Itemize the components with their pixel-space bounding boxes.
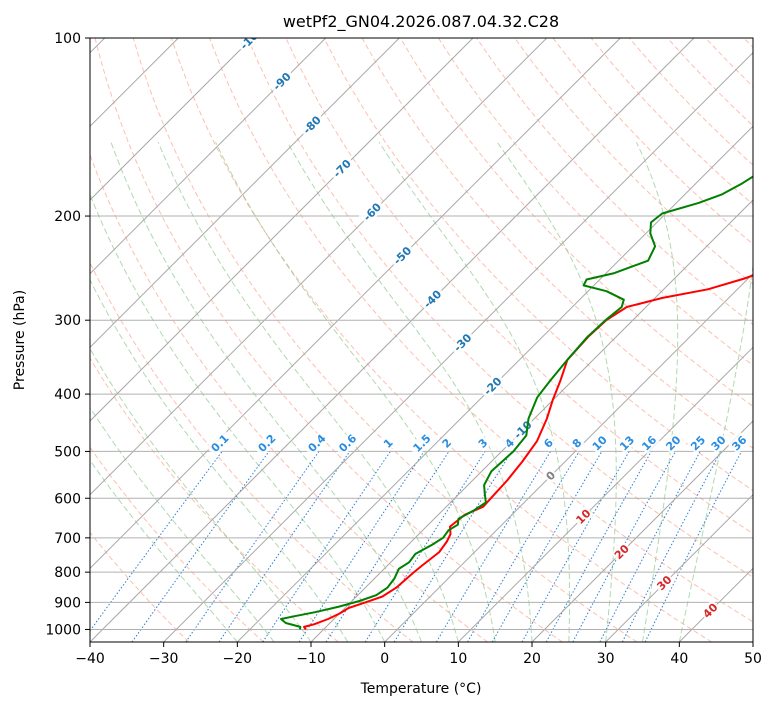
dewpoint-line bbox=[280, 175, 753, 630]
y-tick-label: 700 bbox=[54, 531, 81, 547]
temperature-line bbox=[303, 274, 753, 631]
skewed-isotherm bbox=[531, 420, 753, 642]
skewed-isotherm bbox=[90, 38, 253, 201]
mixing-ratio-line bbox=[521, 451, 630, 642]
skewed-isotherm bbox=[457, 346, 753, 642]
x-tick-label: 10 bbox=[449, 651, 467, 667]
y-tick-label: 800 bbox=[54, 565, 81, 581]
chart-title: wetPf2_GN04.2026.087.04.32.C28 bbox=[283, 12, 559, 32]
mixing-ratio-line bbox=[325, 451, 450, 642]
mixing-ratio-line bbox=[572, 451, 676, 642]
dry-adiabat bbox=[399, 38, 753, 408]
x-tick-label: 30 bbox=[597, 651, 615, 667]
mixing-ratio-line bbox=[435, 451, 552, 642]
x-tick-label: −10 bbox=[296, 651, 326, 667]
mixing-ratio-labels: 0.1 0.2 0.4 0.6 1 1.5 2 3 4 6 8 10 13 16 20 25 30 36 bbox=[206, 429, 751, 457]
mixing-ratio-line bbox=[599, 451, 701, 642]
skewed-isotherm bbox=[90, 38, 621, 570]
x-tick-label: 20 bbox=[523, 651, 541, 667]
skewed-isotherm bbox=[90, 38, 400, 349]
dry-adiabat bbox=[170, 38, 712, 642]
y-tick-label: 600 bbox=[54, 491, 81, 507]
mixing-ratio-line bbox=[298, 451, 425, 642]
dry-adiabat bbox=[94, 38, 563, 642]
x-tick-label: −20 bbox=[223, 651, 253, 667]
dry-adiabat bbox=[132, 38, 638, 642]
dry-adiabat bbox=[209, 38, 753, 623]
y-tick-label: 300 bbox=[54, 313, 81, 329]
x-tick-label: −40 bbox=[75, 651, 105, 667]
plot-frame bbox=[89, 37, 754, 643]
x-tick-label: 40 bbox=[670, 651, 688, 667]
x-axis: −40 −30 −20 −10 0 10 20 30 40 50 bbox=[75, 642, 762, 667]
dry-adiabat bbox=[323, 38, 753, 492]
y-tick-label: 100 bbox=[54, 31, 81, 47]
dry-adiabat bbox=[437, 38, 753, 366]
skewed-isotherm bbox=[310, 199, 753, 642]
sounding-lines bbox=[280, 175, 753, 631]
dry-adiabat bbox=[90, 446, 264, 642]
skewed-isotherm bbox=[384, 272, 753, 642]
y-tick-label: 900 bbox=[54, 595, 81, 611]
x-tick-label: −30 bbox=[149, 651, 179, 667]
x-tick-label: 50 bbox=[744, 651, 762, 667]
dry-adiabat bbox=[90, 357, 339, 642]
skewed-isotherm bbox=[90, 38, 327, 275]
mixing-ratio-line bbox=[364, 451, 486, 642]
y-tick-label: 500 bbox=[54, 444, 81, 460]
mixing-ratio-line bbox=[90, 451, 223, 632]
mixing-ratio-line bbox=[131, 451, 270, 642]
x-tick-label: 0 bbox=[380, 651, 389, 667]
y-tick-label: 1000 bbox=[45, 622, 81, 638]
mixing-ratio-line bbox=[185, 451, 320, 642]
mixing-ratio-line bbox=[218, 451, 351, 642]
mixing-ratio-line bbox=[262, 451, 391, 642]
dry-adiabat bbox=[247, 38, 753, 578]
x-axis-label: Temperature (°C) bbox=[360, 681, 482, 697]
skewed-isotherm bbox=[90, 38, 474, 422]
y-axis-label: Pressure (hPa) bbox=[12, 290, 28, 390]
skewed-isotherm bbox=[605, 493, 753, 642]
skewed-isotherm bbox=[236, 125, 753, 642]
skewed-isotherm bbox=[90, 38, 548, 496]
mixing-ratio-line bbox=[545, 451, 652, 642]
y-tick-label: 400 bbox=[54, 387, 81, 403]
skewed-isotherm bbox=[90, 38, 695, 642]
y-axis: 100 200 300 400 500 600 700 800 900 1000 bbox=[45, 31, 90, 638]
dry-adiabat bbox=[90, 153, 488, 642]
dry-adiabat bbox=[514, 38, 753, 285]
mixing-ratio-line bbox=[644, 451, 742, 642]
dry-adiabat bbox=[90, 531, 190, 642]
mixing-ratio-line bbox=[621, 451, 722, 642]
y-tick-label: 200 bbox=[54, 209, 81, 225]
